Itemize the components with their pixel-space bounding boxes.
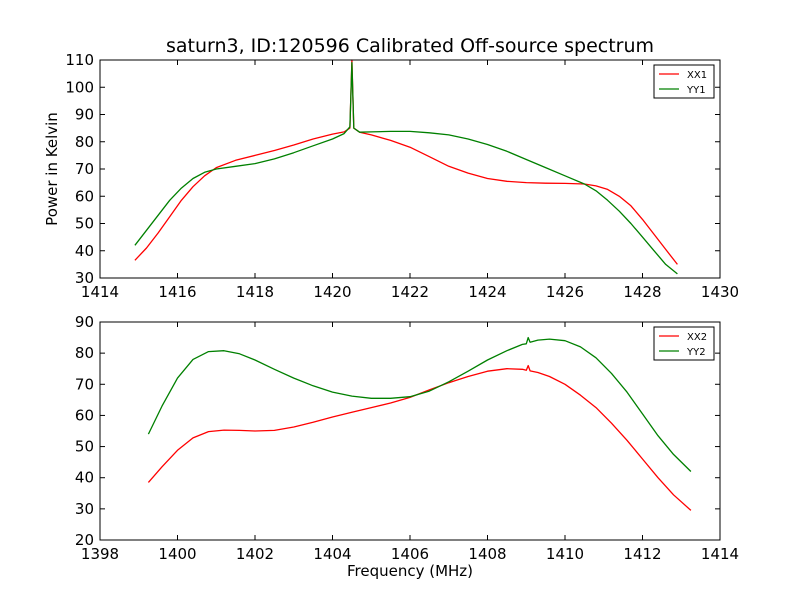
top-y-tick-label: 30 (75, 269, 94, 287)
top-y-tick-label: 80 (75, 133, 94, 151)
bottom-y-tick-label: 80 (75, 344, 94, 362)
top-x-tick-label: 1422 (391, 283, 429, 301)
bottom-y-tick-label: 70 (75, 375, 94, 393)
bottom-y-tick-label: 50 (75, 438, 94, 456)
top-y-tick-label: 40 (75, 242, 94, 260)
top-legend-label-xx1: XX1 (687, 70, 707, 81)
top-y-tick-label: 100 (65, 78, 94, 96)
top-x-tick-label: 1416 (158, 283, 196, 301)
top-y-tick-label: 70 (75, 160, 94, 178)
bottom-series-xx2-line (147, 364, 692, 511)
top-y-tick-label: 110 (65, 51, 94, 69)
top-plot-frame (99, 59, 721, 279)
bottom-legend-label-yy2: YY2 (686, 347, 706, 358)
top-y-tick-label: 90 (75, 106, 94, 124)
top-series-yy1-line (134, 62, 678, 275)
y-axis-label: Power in Kelvin (43, 112, 61, 226)
figure-title: saturn3, ID:120596 Calibrated Off-source… (166, 35, 654, 57)
bottom-x-tick-label: 1408 (468, 545, 506, 563)
top-x-tick-label: 1424 (468, 283, 506, 301)
bottom-x-tick-label: 1404 (313, 545, 351, 563)
bottom-x-tick-label: 1410 (546, 545, 584, 563)
x-axis-label: Frequency (MHz) (347, 562, 473, 580)
bottom-y-tick-label: 90 (75, 313, 94, 331)
bottom-x-tick-label: 1402 (236, 545, 274, 563)
bottom-x-tick-label: 1406 (391, 545, 429, 563)
bottom-y-tick-label: 60 (75, 406, 94, 424)
top-legend-label-yy1: YY1 (686, 85, 706, 96)
top-series-xx1-line (134, 59, 678, 265)
bottom-panel: 1398 1400 1402 1404 1406 1408 1410 1412 1414 20 30… (75, 313, 739, 563)
bottom-x-tick-label: 1400 (158, 545, 196, 563)
bottom-x-tick-label: 1412 (623, 545, 661, 563)
bottom-legend-label-xx2: XX2 (687, 332, 707, 343)
bottom-series-yy2-line (147, 336, 692, 472)
top-panel: 1414 1416 1418 1420 1422 1424 1426 1428 1430 30 40… (65, 51, 739, 301)
bottom-y-tick-label: 40 (75, 469, 94, 487)
top-x-tick-label: 1414 (81, 283, 119, 301)
bottom-legend-box (653, 326, 715, 361)
top-x-tick-label: 1426 (546, 283, 584, 301)
top-legend-box (653, 64, 715, 99)
top-x-tick-label: 1418 (236, 283, 274, 301)
bottom-x-tick-label: 1414 (701, 545, 739, 563)
top-x-tick-label: 1420 (313, 283, 351, 301)
bottom-x-tick-label: 1398 (81, 545, 119, 563)
top-x-tick-label: 1430 (701, 283, 739, 301)
top-y-tick-label: 60 (75, 187, 94, 205)
bottom-y-tick-label: 20 (75, 531, 94, 549)
bottom-plot-frame (99, 321, 721, 541)
bottom-y-tick-label: 30 (75, 500, 94, 518)
top-x-tick-label: 1428 (623, 283, 661, 301)
top-y-tick-label: 50 (75, 215, 94, 233)
